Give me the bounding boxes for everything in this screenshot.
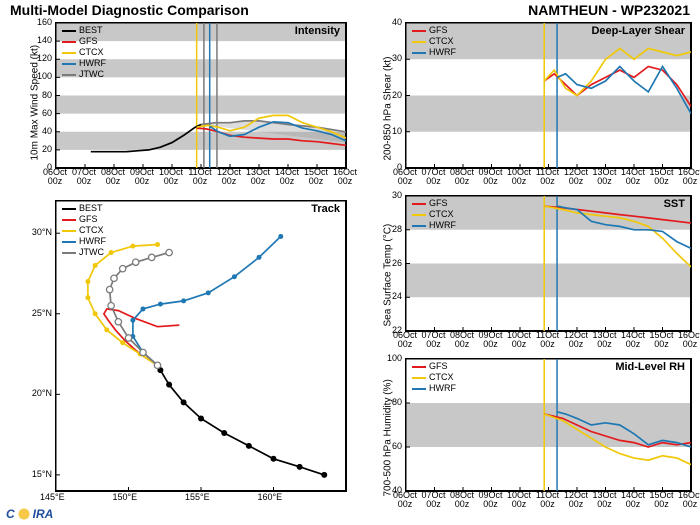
intensity-title: Intensity [295,25,340,37]
rh-ylabel: 700-500 hPa Humidity (%) [383,345,394,497]
track-panel: Track BESTGFSCTCXHWRFJTWC [55,200,347,492]
legend-item: GFS [412,25,456,36]
header: Multi-Model Diagnostic Comparison NAMTHE… [10,2,690,20]
legend-item: GFS [412,198,456,209]
rh-title: Mid-Level RH [615,361,685,373]
title-right: NAMTHEUN - WP232021 [528,2,690,18]
legend-item: CTCX [412,36,456,47]
legend-item: HWRF [412,220,456,231]
intensity-panel: Intensity BESTGFSCTCXHWRFJTWC [55,22,347,169]
sun-icon [17,507,31,521]
legend-item: HWRF [412,383,456,394]
sst-title: SST [664,198,685,210]
legend-item: GFS [412,361,456,372]
page-root: Multi-Model Diagnostic Comparison NAMTHE… [0,0,700,525]
logo-text: IRA [33,507,54,521]
logo: CIRA [6,507,53,521]
legend-item: HWRF [412,47,456,58]
shear-legend: GFSCTCXHWRF [412,25,456,58]
shear-title: Deep-Layer Shear [591,25,685,37]
rh-panel: Mid-Level RH GFSCTCXHWRF [405,358,692,492]
intensity-legend: BESTGFSCTCXHWRFJTWC [62,25,106,80]
legend-item: GFS [62,214,106,225]
title-left: Multi-Model Diagnostic Comparison [10,2,249,18]
shear-panel: Deep-Layer Shear GFSCTCXHWRF [405,22,692,169]
rh-legend: GFSCTCXHWRF [412,361,456,394]
sst-legend: GFSCTCXHWRF [412,198,456,231]
legend-item: JTWC [62,247,106,258]
legend-item: CTCX [412,209,456,220]
track-legend: BESTGFSCTCXHWRFJTWC [62,203,106,258]
track-title: Track [311,203,340,215]
legend-item: HWRF [62,58,106,69]
legend-item: CTCX [62,47,106,58]
sst-panel: SST GFSCTCXHWRF [405,195,692,332]
legend-item: HWRF [62,236,106,247]
legend-item: CTCX [412,372,456,383]
legend-item: JTWC [62,69,106,80]
legend-item: CTCX [62,225,106,236]
legend-item: GFS [62,36,106,47]
legend-item: BEST [62,203,106,214]
legend-item: BEST [62,25,106,36]
